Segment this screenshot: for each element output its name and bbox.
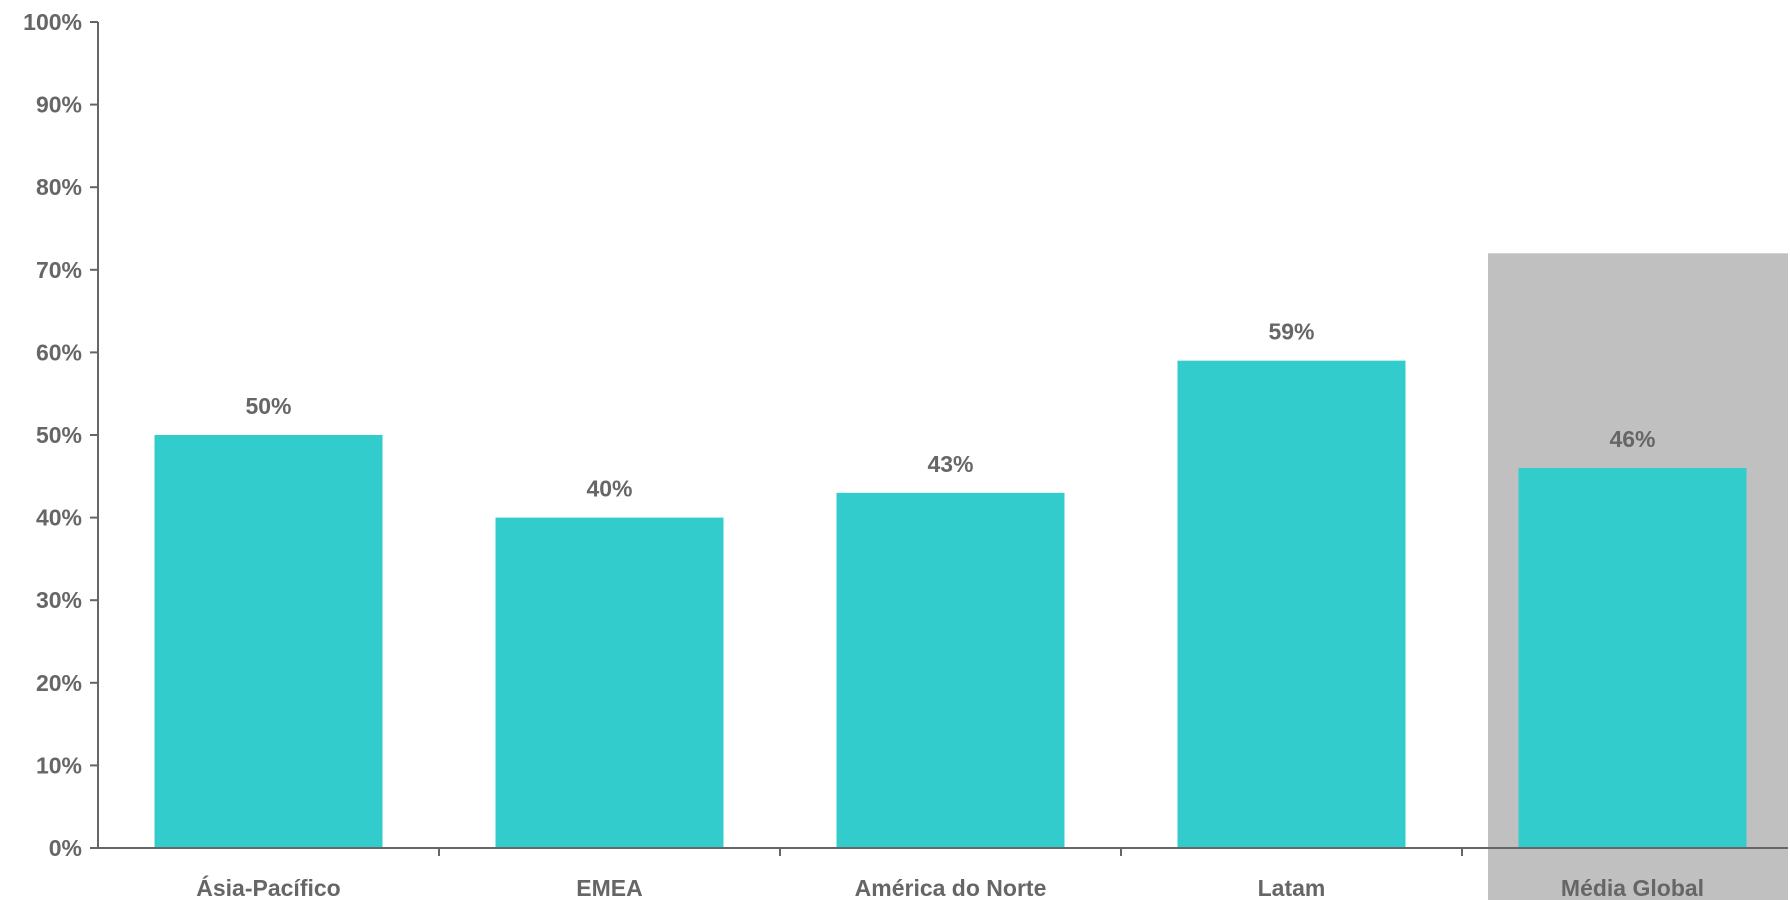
y-tick-label: 40% <box>36 505 82 531</box>
bar-4 <box>1177 360 1406 848</box>
data-label: 46% <box>1609 426 1655 452</box>
bar-1 <box>154 435 383 848</box>
data-label: 50% <box>245 393 291 419</box>
data-label: 40% <box>586 476 632 502</box>
bars-layer <box>154 360 1747 848</box>
labels-layer: 50% Ásia-Pacífico 40% EMEA 43% América do Nor… <box>23 9 1704 900</box>
y-tick-label: 20% <box>36 670 82 696</box>
y-tick-label: 70% <box>36 257 82 283</box>
y-tick-label: 90% <box>36 92 82 118</box>
y-tick-label: 30% <box>36 587 82 613</box>
data-label: 43% <box>927 451 973 477</box>
y-tick-label: 0% <box>49 835 82 861</box>
y-tick-label: 10% <box>36 752 82 778</box>
bar-2 <box>495 517 724 848</box>
y-tick-label: 50% <box>36 422 82 448</box>
bar-5 <box>1518 468 1747 848</box>
bar-3 <box>836 492 1065 848</box>
y-tick-label: 80% <box>36 174 82 200</box>
data-label: 59% <box>1268 319 1314 345</box>
x-tick-label: EMEA <box>576 875 642 900</box>
x-tick-label: Média Global <box>1561 875 1704 900</box>
y-tick-label: 100% <box>23 9 82 35</box>
axes-layer <box>90 21 1788 856</box>
x-tick-label: América do Norte <box>855 875 1047 900</box>
x-tick-label: Latam <box>1258 875 1326 900</box>
x-tick-label: Ásia-Pacífico <box>196 874 340 900</box>
y-tick-label: 60% <box>36 339 82 365</box>
